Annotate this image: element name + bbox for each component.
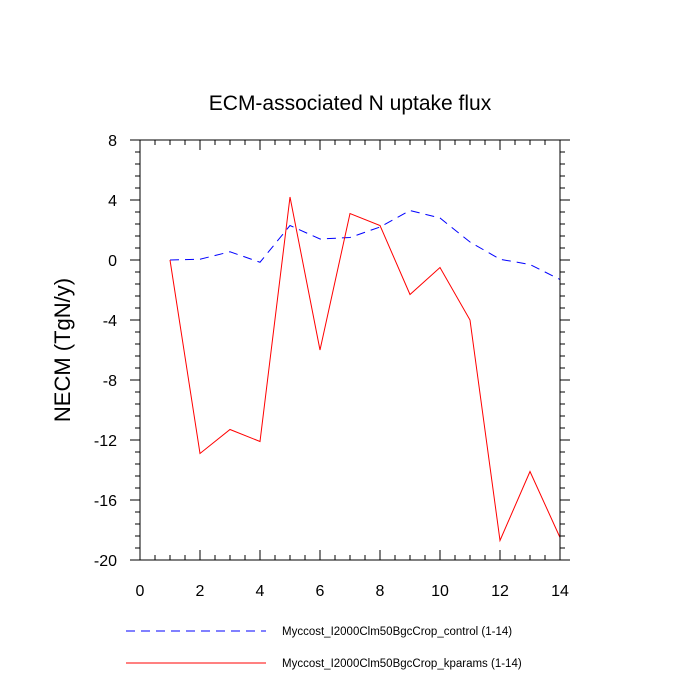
y-tick-label: 8 xyxy=(108,133,117,150)
legend-label-kparams: Myccost_I2000Clm50BgcCrop_kparams (1-14) xyxy=(282,658,522,670)
x-tick-label: 6 xyxy=(316,583,325,600)
x-tick-label: 2 xyxy=(196,583,205,600)
x-tick-label: 12 xyxy=(491,583,509,600)
series-line-kparams xyxy=(169,196,561,543)
y-tick-label: -12 xyxy=(94,433,117,450)
series-line-control xyxy=(169,209,561,280)
x-tick-label: 4 xyxy=(256,583,265,600)
y-tick-label: -8 xyxy=(103,373,117,390)
x-tick-label: 10 xyxy=(431,583,449,600)
x-tick-label: 0 xyxy=(136,583,145,600)
y-tick-label: -4 xyxy=(103,313,117,330)
y-axis-label: NECM (TgN/y) xyxy=(50,278,75,422)
series-layer xyxy=(169,196,561,543)
y-tick-label: -16 xyxy=(94,493,117,510)
x-tick-label: 8 xyxy=(376,583,385,600)
legend: Myccost_I2000Clm50BgcCrop_control (1-14)… xyxy=(126,626,522,670)
ticks-layer: 0 2 4 6 8 10 12 14 -20 -16 -12 -8 -4 0 4 8 xyxy=(94,133,570,600)
plot-frame xyxy=(139,139,561,561)
y-tick-label: 4 xyxy=(108,193,117,210)
x-tick-label: 14 xyxy=(551,583,569,600)
legend-label-control: Myccost_I2000Clm50BgcCrop_control (1-14) xyxy=(282,626,512,638)
y-tick-label: -20 xyxy=(94,553,117,570)
y-tick-label: 0 xyxy=(108,253,117,270)
chart-title: ECM-associated N uptake flux xyxy=(209,92,492,115)
